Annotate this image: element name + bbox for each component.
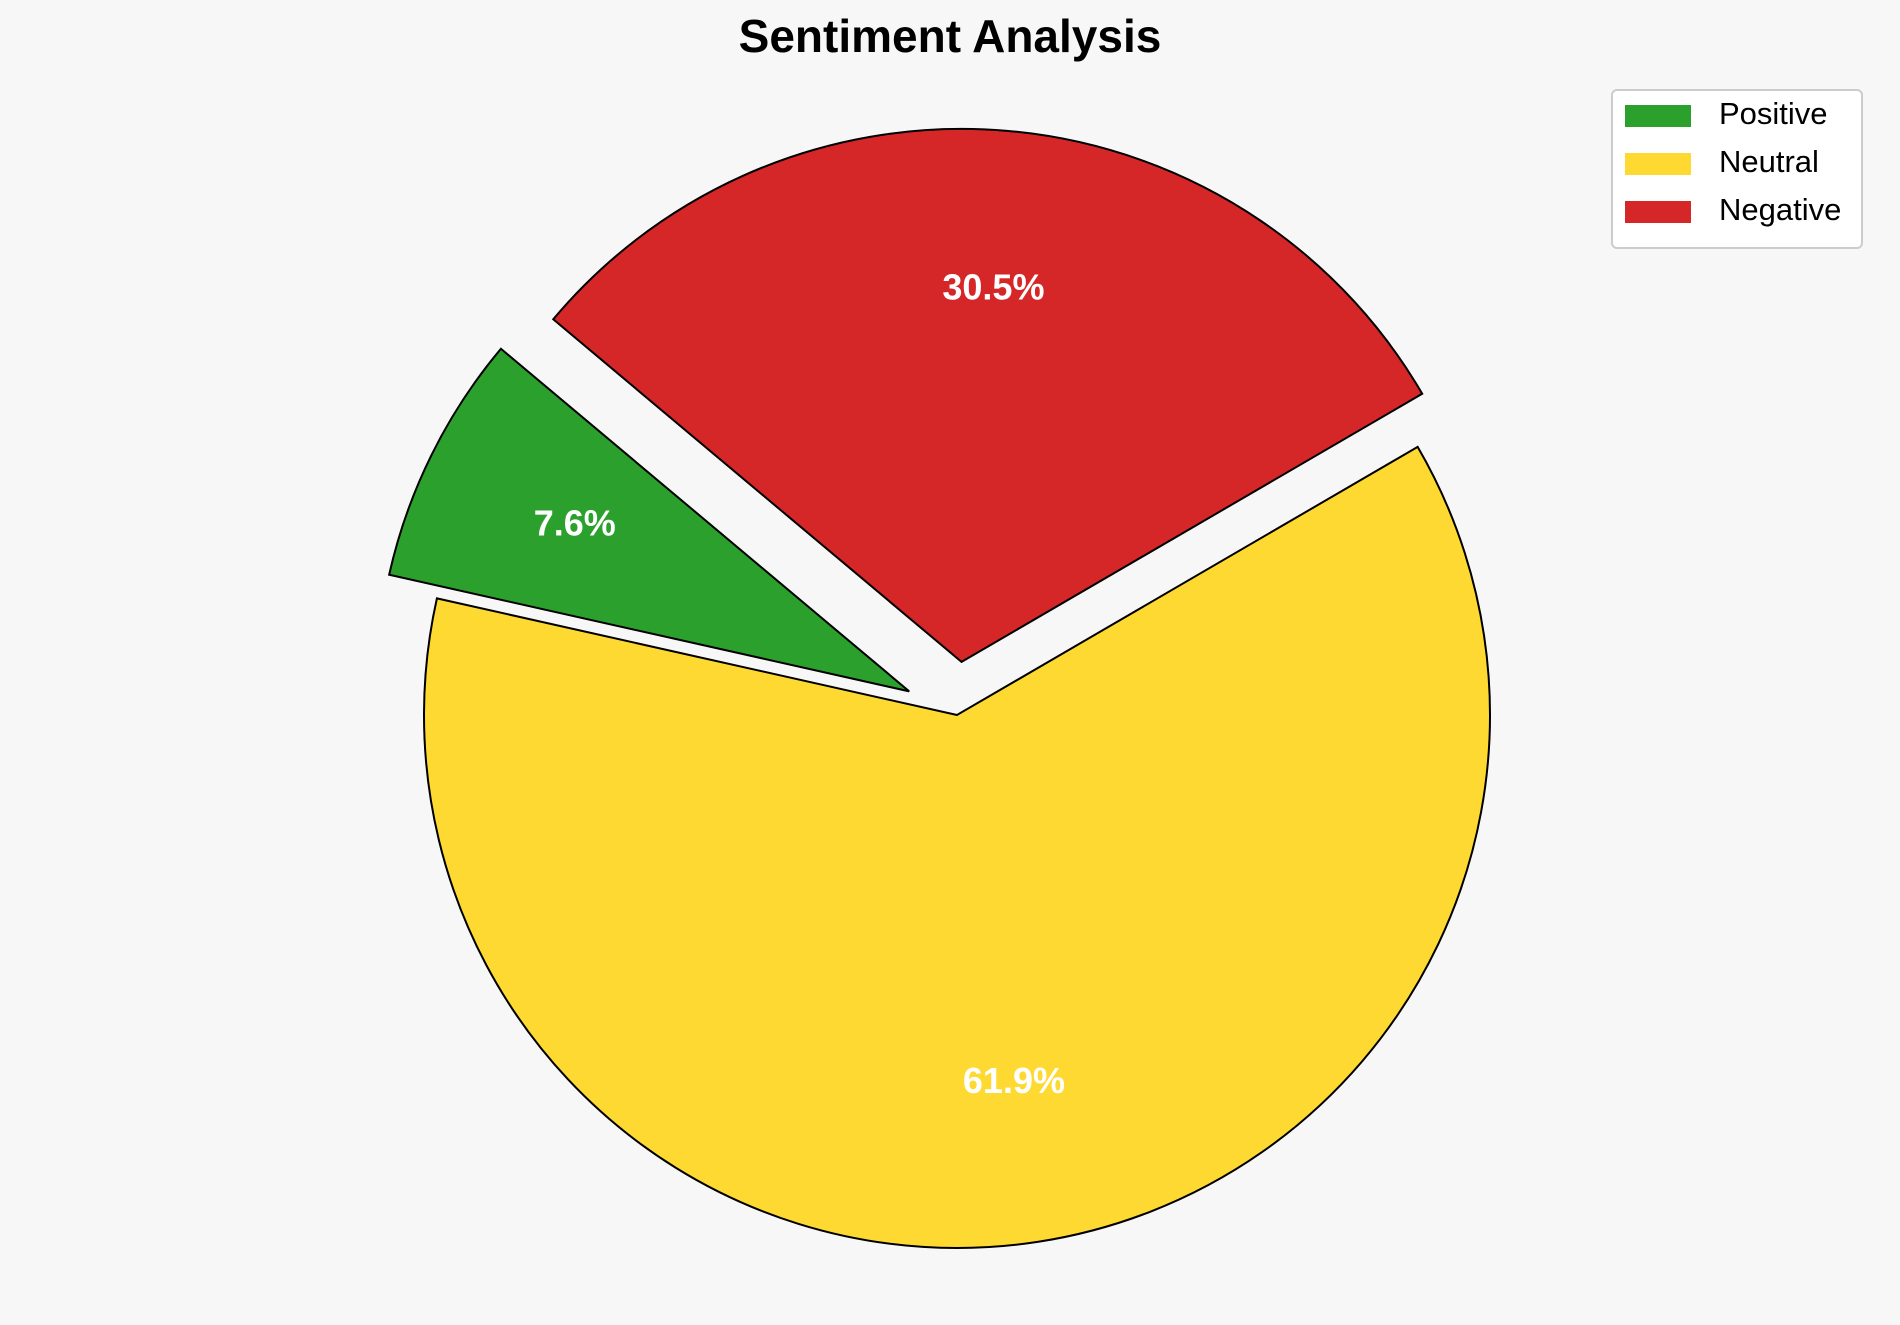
legend-label: Neutral (1719, 144, 1819, 179)
pie-slice (551, 127, 1424, 664)
legend-swatch (1625, 105, 1691, 127)
legend-label: Positive (1719, 96, 1828, 131)
pie-slice (387, 347, 910, 693)
legend-swatch (1625, 153, 1691, 175)
slice-label: 30.5% (942, 267, 1044, 308)
slice-label: 7.6% (534, 502, 616, 543)
chart-title: Sentiment Analysis (739, 10, 1162, 62)
legend-label: Negative (1719, 192, 1841, 227)
pie-slice (423, 445, 1491, 1249)
slice-label: 61.9% (963, 1060, 1065, 1101)
legend-swatch (1625, 201, 1691, 223)
